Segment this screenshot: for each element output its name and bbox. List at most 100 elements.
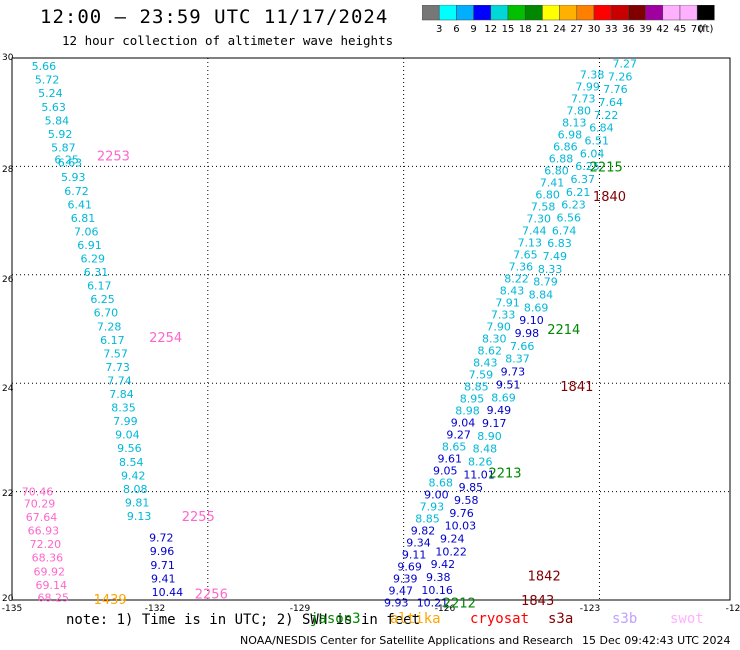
wave-height-value: 9.69 <box>397 561 422 574</box>
wave-height-value: 7.65 <box>513 248 538 261</box>
orbit-label: 1439 <box>94 593 127 608</box>
wave-height-value: 9.04 <box>115 429 140 442</box>
generation-timestamp: 15 Dec 09:42:43 UTC 2024 <box>582 634 731 647</box>
wave-height-value: 9.81 <box>125 496 149 509</box>
wave-height-value: 7.76 <box>603 83 628 96</box>
wave-height-value: 6.88 <box>549 152 574 165</box>
wave-height-value: 7.66 <box>510 340 534 353</box>
wave-height-value: 9.58 <box>454 494 479 507</box>
wave-height-value: 9.10 <box>519 314 544 327</box>
wave-height-value: 9.71 <box>150 559 175 572</box>
wave-height-value: 5.72 <box>35 74 60 87</box>
wave-height-value: 10.44 <box>152 586 184 599</box>
wave-height-value: 7.49 <box>543 250 568 263</box>
wave-height-value: 67.64 <box>26 511 58 524</box>
wave-height-value: 8.62 <box>478 344 503 357</box>
wave-height-value: 10.22 <box>435 545 467 558</box>
colorbar-tick-label: 6 <box>453 24 459 35</box>
wave-height-value: 6.84 <box>589 122 614 135</box>
wave-height-value: 7.93 <box>420 501 445 514</box>
wave-height-value: 7.99 <box>113 415 138 428</box>
lat-tick-label: 30 <box>2 53 14 63</box>
satellite-legend-item: s3b <box>612 611 638 627</box>
lon-tick-label: -135 <box>2 604 22 612</box>
wave-height-value: 6.25 <box>575 160 600 173</box>
lon-tick-label: -126 <box>435 604 456 612</box>
wave-height-value: 8.95 <box>460 393 485 406</box>
wave-height-value: 9.49 <box>487 404 512 417</box>
wave-height-value: 9.39 <box>393 573 418 586</box>
wave-height-value: 70.46 <box>22 486 54 499</box>
satellite-legend-item: jason3 <box>310 611 361 627</box>
wave-height-value: 7.36 <box>509 260 534 273</box>
wave-height-value: 5.66 <box>32 60 57 73</box>
wave-height-value: 8.69 <box>524 301 549 314</box>
satellite-legend-item: swot <box>670 611 704 627</box>
colorbar-tick-label: 24 <box>553 24 566 35</box>
wave-height-value: 6.17 <box>100 334 125 347</box>
wave-height-value: 6.86 <box>553 140 578 153</box>
wave-height-value: 7.57 <box>103 347 128 360</box>
colorbar-tick-label: 21 <box>536 24 549 35</box>
colorbar-tick-label: 39 <box>639 24 652 35</box>
wave-height-value: 7.58 <box>531 200 556 213</box>
wave-height-value: 9.34 <box>406 537 431 550</box>
wave-height-value: 7.64 <box>599 96 624 109</box>
wave-height-value: 9.13 <box>127 510 152 523</box>
wave-height-value: 6.41 <box>67 198 92 211</box>
wave-height-value: 8.79 <box>533 276 558 289</box>
wave-height-value: 8.54 <box>119 456 144 469</box>
wave-height-value: 69.14 <box>35 579 67 592</box>
wave-height-value: 9.04 <box>451 417 476 430</box>
wave-height-value: 9.56 <box>117 442 141 455</box>
track-label: 2256 <box>195 587 228 602</box>
wave-height-value: 8.30 <box>482 332 507 345</box>
wave-height-value: 7.33 <box>491 308 516 321</box>
wave-height-value: 6.31 <box>84 266 109 279</box>
wave-height-value: 9.51 <box>496 378 521 391</box>
orbit-label: 2213 <box>488 467 521 482</box>
colorbar-tick-label: 36 <box>622 24 635 35</box>
satellite-legend-item: cryosat <box>470 611 530 627</box>
lon-tick-label: -129 <box>290 604 311 612</box>
wave-height-value: 8.85 <box>415 513 440 526</box>
wave-height-value: 6.51 <box>585 134 610 147</box>
wave-height-value: 6.56 <box>557 212 582 225</box>
wave-height-value: 6.17 <box>87 280 112 293</box>
orbit-label: 1842 <box>528 570 561 585</box>
wave-height-value: 7.41 <box>540 176 565 189</box>
wave-height-value: 7.27 <box>613 57 638 70</box>
wave-height-value: 6.25 <box>90 293 115 306</box>
wave-height-value: 8.48 <box>473 443 498 456</box>
wave-height-value: 9.47 <box>389 585 414 598</box>
colorbar-tick-label: 45 <box>674 24 687 35</box>
wave-height-value: 9.38 <box>426 571 451 584</box>
wave-height-value: 7.73 <box>571 92 596 105</box>
wave-height-value: 9.93 <box>384 597 409 610</box>
wave-height-value: 8.08 <box>123 483 148 496</box>
wave-height-value: 11.01 <box>463 468 495 481</box>
wave-height-value: 8.90 <box>477 430 502 443</box>
wave-height-value: 8.35 <box>111 402 135 415</box>
wave-height-value: 9.61 <box>437 453 462 466</box>
colorbar-tick-label: 70 <box>691 24 704 35</box>
lat-tick-label: 22 <box>2 489 13 499</box>
wave-height-value: 9.17 <box>482 417 507 430</box>
colorbar-tick-label: 42 <box>656 24 669 35</box>
lat-tick-label: 24 <box>2 384 14 394</box>
satellite-legend-item: s3a <box>548 611 574 627</box>
wave-height-value: 7.73 <box>105 361 130 374</box>
colorbar-tick-label: 27 <box>570 24 583 35</box>
wave-height-value: 70.29 <box>24 498 56 511</box>
wave-height-value: 7.13 <box>518 236 543 249</box>
orbit-label: 1840 <box>593 190 626 205</box>
map-frame <box>11 57 731 601</box>
wave-height-value: 7.38 <box>580 68 605 81</box>
wave-height-value: 7.06 <box>74 225 99 238</box>
wave-height-value: 6.74 <box>552 224 577 237</box>
wave-height-value: 9.96 <box>150 545 175 558</box>
wave-height-value: 6.91 <box>77 239 102 252</box>
wave-height-value: 7.28 <box>97 320 122 333</box>
wave-height-value: 7.59 <box>469 369 494 382</box>
lat-tick-label: 28 <box>2 165 14 175</box>
